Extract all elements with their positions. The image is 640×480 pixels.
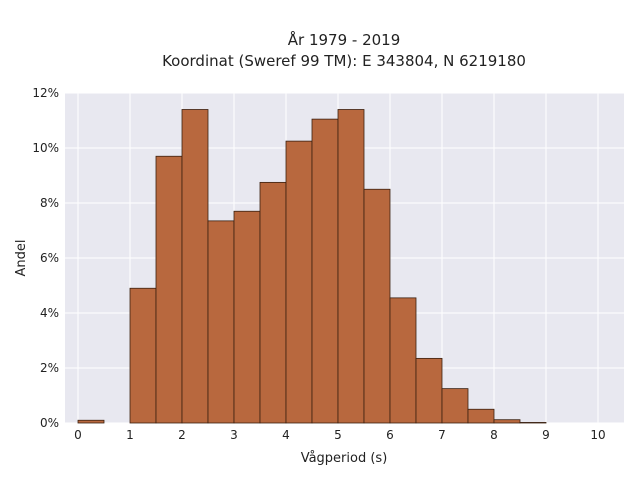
histogram-bar [155,155,183,424]
histogram-bar [389,297,417,424]
x-tick-label: 7 [438,428,446,442]
histogram-bar [129,287,157,424]
x-tick-label: 8 [490,428,498,442]
histogram-bar [77,419,105,424]
x-tick-label: 4 [282,428,290,442]
histogram-bar [519,422,547,424]
histogram-bar [493,419,521,424]
histogram-bar [467,408,495,424]
x-axis-label: Vågperiod (s) [301,451,388,466]
y-tick-label: 10% [32,141,59,155]
y-tick-label: 4% [40,306,59,320]
y-tick-label: 2% [40,361,59,375]
x-tick-label: 3 [230,428,238,442]
histogram-bar [285,140,313,424]
x-tick-label: 1 [126,428,134,442]
histogram-bar [259,181,287,424]
histogram-bar [181,109,209,424]
tick-labels: 0 1 2 3 4 5 6 7 8 9 10 0% 2% 4% 6% 8% 10% 12% [32,86,605,442]
x-tick-label: 5 [334,428,342,442]
histogram-bar [337,109,365,424]
y-tick-label: 12% [32,86,59,100]
chart-title-line-2: Koordinat (Sweref 99 TM): E 343804, N 62… [162,52,526,70]
x-tick-label: 6 [386,428,394,442]
histogram-bar [441,388,469,424]
histogram-bar [415,357,443,424]
x-tick-label: 0 [74,428,82,442]
bars [77,109,547,424]
x-tick-label: 2 [178,428,186,442]
histogram-bar [363,188,391,424]
y-tick-label: 6% [40,251,59,265]
chart-title-line-1: År 1979 - 2019 [288,30,401,49]
y-axis-label: Andel [14,240,29,277]
x-tick-label: 10 [590,428,605,442]
y-tick-label: 8% [40,196,59,210]
histogram-bar [233,210,261,424]
histogram-bar [207,220,235,424]
y-tick-label: 0% [40,416,59,430]
histogram-bar [311,118,339,424]
x-tick-label: 9 [542,428,550,442]
